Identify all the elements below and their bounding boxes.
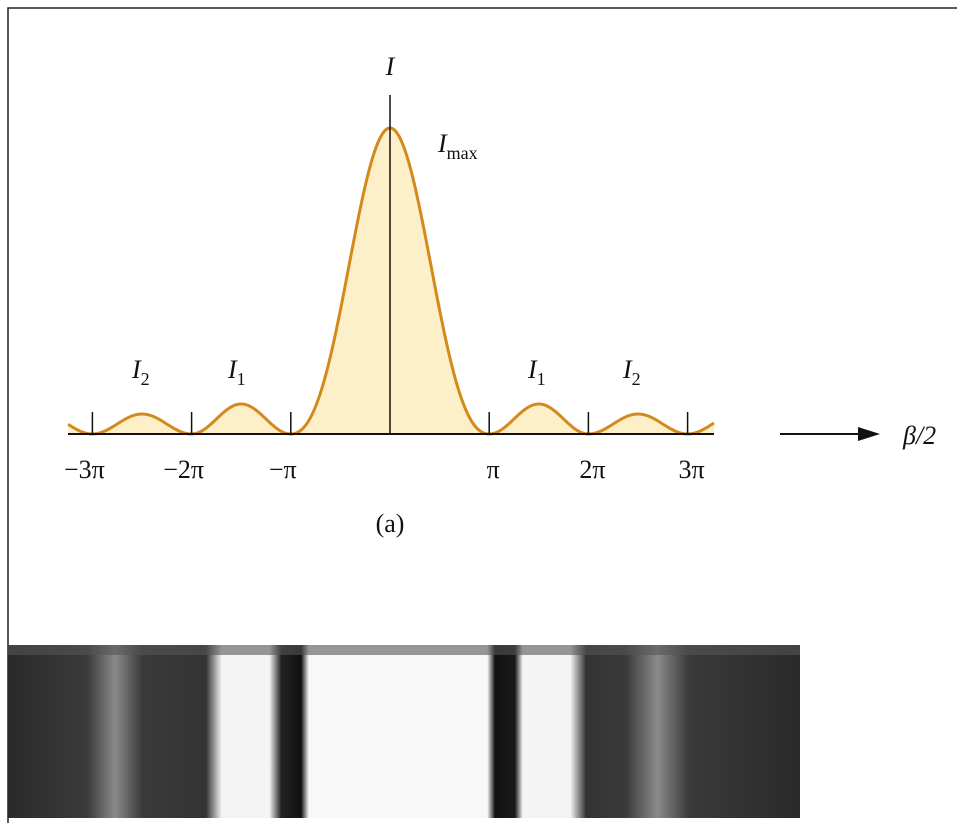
- peak-label: Imax: [437, 129, 478, 163]
- fringe-photo: [8, 645, 800, 818]
- frame: [7, 7, 957, 823]
- tick-label: −π: [269, 455, 297, 484]
- peak-symbol: I: [131, 355, 142, 384]
- intensity-fill: [68, 128, 714, 434]
- peak-symbol: I: [527, 355, 538, 384]
- peak-symbol: I: [622, 355, 633, 384]
- caption: (a): [376, 509, 405, 538]
- peak-symbol: I: [227, 355, 238, 384]
- tick-label: 3π: [679, 455, 705, 484]
- axis-label-horizontal: β/2: [902, 421, 936, 450]
- tick-label: 2π: [579, 455, 605, 484]
- tick-label: −3π: [64, 455, 105, 484]
- peak-label: I1: [227, 355, 246, 389]
- peak-label: I2: [622, 355, 641, 389]
- arrow-head: [858, 427, 880, 441]
- intensity-curve: [67, 126, 715, 436]
- peak-label: I1: [527, 355, 546, 389]
- peak-subscript: 2: [141, 369, 150, 389]
- axis-label-vertical: I: [385, 52, 396, 81]
- peak-subscript: 1: [237, 369, 246, 389]
- peak-subscript: 1: [537, 369, 546, 389]
- peak-subscript: 2: [632, 369, 641, 389]
- peak-label: I2: [131, 355, 150, 389]
- peak-subscript: max: [447, 143, 478, 163]
- tick-label: −2π: [163, 455, 204, 484]
- tick-label: π: [487, 455, 500, 484]
- peak-symbol: I: [437, 129, 448, 158]
- photo-edge: [8, 645, 800, 655]
